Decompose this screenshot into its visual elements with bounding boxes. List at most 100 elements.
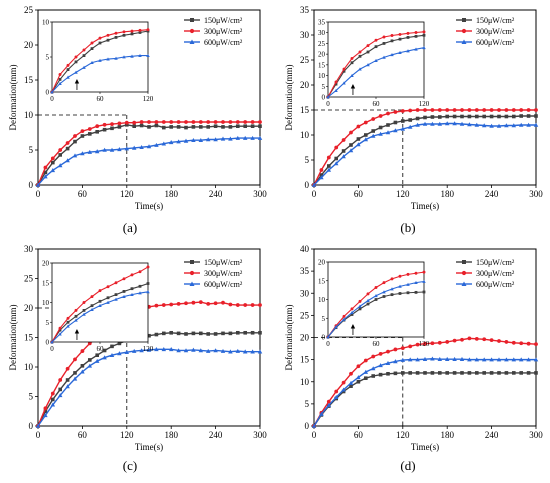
inset-y-tick-label: 20	[42, 260, 50, 268]
data-point-square	[349, 384, 353, 388]
data-point-circle	[161, 120, 166, 124]
data-point-triangle	[496, 357, 502, 362]
data-point-circle	[117, 121, 122, 126]
series-line-triangle	[313, 122, 536, 186]
inset-y-tick-label: 5	[46, 319, 50, 327]
y-tick-label: 0	[29, 180, 34, 190]
inset-data-point-triangle	[398, 50, 402, 55]
data-point-circle	[445, 108, 450, 112]
data-point-triangle	[400, 357, 406, 362]
data-point-triangle	[363, 137, 369, 142]
inset-y-tick-label: 20	[318, 51, 326, 59]
data-point-triangle	[459, 121, 465, 126]
inset-data-point-square	[82, 54, 86, 57]
data-point-circle	[489, 338, 494, 343]
data-point-circle	[161, 303, 166, 307]
data-point-triangle	[504, 357, 509, 362]
inset-data-point-circle	[374, 38, 378, 42]
data-point-circle	[198, 120, 203, 124]
y-tick-label: 10	[24, 110, 34, 120]
data-point-triangle	[378, 363, 383, 368]
data-point-triangle	[370, 366, 376, 371]
x-tick-label: 300	[253, 189, 267, 199]
data-point-triangle	[168, 140, 174, 145]
data-point-triangle	[87, 149, 93, 154]
inset-data-point-triangle	[422, 45, 426, 50]
data-point-square	[526, 114, 531, 118]
inset-data-point-circle	[74, 55, 78, 59]
y-tick-label: 10	[300, 130, 310, 140]
inset-data-point-square	[122, 290, 126, 293]
data-point-square	[51, 160, 55, 165]
data-point-triangle	[348, 148, 354, 153]
data-point-circle	[467, 336, 472, 341]
data-point-square	[489, 371, 494, 375]
inset-data-point-triangle	[366, 298, 370, 303]
inset-x-tick-label: 60	[97, 95, 105, 103]
data-point-triangle	[511, 357, 517, 362]
data-point-circle	[169, 120, 174, 124]
data-point-square	[236, 124, 240, 128]
inset-data-point-square	[382, 295, 386, 298]
data-point-square	[519, 371, 523, 375]
data-point-circle	[452, 108, 457, 112]
data-point-square	[243, 124, 247, 128]
inset-data-point-circle	[146, 265, 150, 269]
inset-data-point-triangle	[50, 340, 54, 344]
inset-data-point-triangle	[350, 310, 354, 315]
data-point-square	[250, 330, 255, 335]
data-point-square	[162, 331, 166, 336]
data-point-triangle	[213, 137, 218, 142]
inset-data-point-circle	[58, 326, 62, 330]
data-point-square	[139, 123, 144, 128]
data-point-triangle	[333, 394, 339, 400]
inset-data-point-circle	[382, 281, 386, 285]
inset-data-point-circle	[82, 48, 86, 52]
data-point-square	[386, 371, 390, 376]
data-point-circle	[526, 341, 531, 346]
legend: 150μW/cm² 300μW/cm² 600μW/cm²	[184, 16, 243, 47]
inset-data-point-circle	[122, 277, 126, 281]
inset-x-tick-label: 120	[419, 340, 430, 348]
inset-data-point-circle	[114, 31, 118, 35]
y-tick-label: 15	[24, 75, 34, 85]
data-point-square	[482, 114, 486, 119]
inset-data-point-triangle	[398, 284, 402, 288]
inset-arrow-icon	[74, 329, 80, 334]
inset-x-tick-label: 120	[143, 95, 154, 103]
inset-data-point-square	[358, 54, 362, 58]
inset-data-point-triangle	[326, 335, 330, 339]
legend-entry: 600μW/cm²	[204, 38, 243, 47]
data-point-triangle	[43, 174, 48, 179]
y-tick-label: 25	[24, 274, 34, 284]
data-point-triangle	[422, 121, 428, 126]
data-point-square	[504, 371, 509, 375]
inset-data-point-square	[74, 314, 78, 318]
x-tick-label: 180	[440, 189, 454, 199]
data-point-triangle	[35, 182, 41, 187]
data-point-triangle	[57, 163, 63, 168]
inset-data-point-triangle	[74, 70, 78, 74]
inset-data-point-circle	[334, 80, 338, 84]
data-point-triangle	[452, 356, 457, 361]
data-point-circle	[87, 127, 92, 131]
data-point-circle	[356, 364, 361, 369]
data-point-triangle	[250, 135, 255, 140]
data-point-square	[356, 379, 361, 384]
data-point-triangle	[35, 423, 41, 428]
inset-data-point-triangle	[138, 53, 142, 57]
data-point-circle	[191, 120, 196, 124]
data-point-circle	[213, 301, 218, 306]
series-line-square	[37, 124, 260, 186]
data-point-triangle	[467, 122, 472, 127]
data-point-circle	[198, 300, 203, 304]
inset-data-point-square	[350, 61, 354, 65]
data-point-triangle	[400, 126, 406, 131]
y-axis-label: Deformation(mm)	[284, 65, 294, 131]
inset-data-point-square	[82, 309, 86, 312]
data-point-triangle	[80, 369, 85, 374]
inset-y-tick-label: 5	[322, 83, 326, 91]
inset-data-point-square	[138, 284, 142, 288]
data-point-circle	[95, 124, 100, 129]
data-point-circle	[415, 108, 420, 112]
